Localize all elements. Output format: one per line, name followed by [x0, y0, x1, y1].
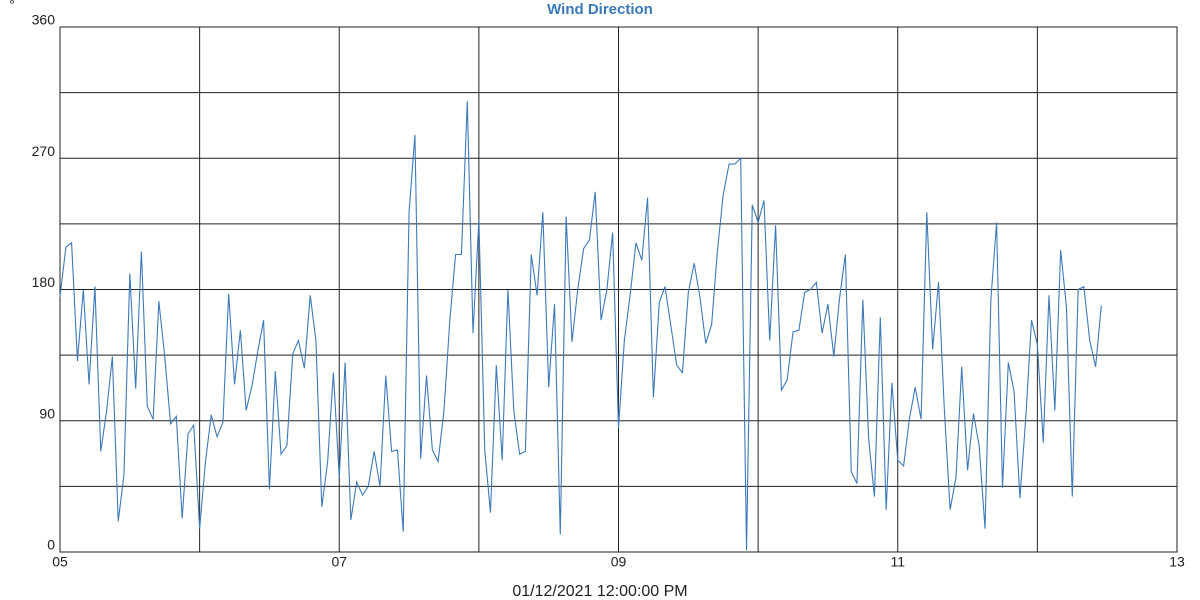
y-tick-label: 180 — [32, 274, 56, 290]
y-unit: ° — [9, 0, 15, 13]
y-tick-label: 270 — [32, 143, 56, 159]
x-tick-label: 11 — [890, 554, 905, 570]
data-line — [59, 101, 1102, 551]
y-tick-label: 360 — [32, 12, 56, 28]
chart-title: Wind Direction — [547, 1, 653, 18]
y-tick-label: 0 — [47, 537, 55, 553]
x-axis-label: 01/12/2021 12:00:00 PM — [512, 583, 687, 600]
x-tick-label: 13 — [1169, 554, 1185, 570]
x-tick-label: 09 — [611, 554, 627, 570]
y-tick-label: 90 — [39, 405, 55, 421]
x-tick-label: 07 — [331, 554, 347, 570]
x-tick-label: 05 — [52, 554, 68, 570]
